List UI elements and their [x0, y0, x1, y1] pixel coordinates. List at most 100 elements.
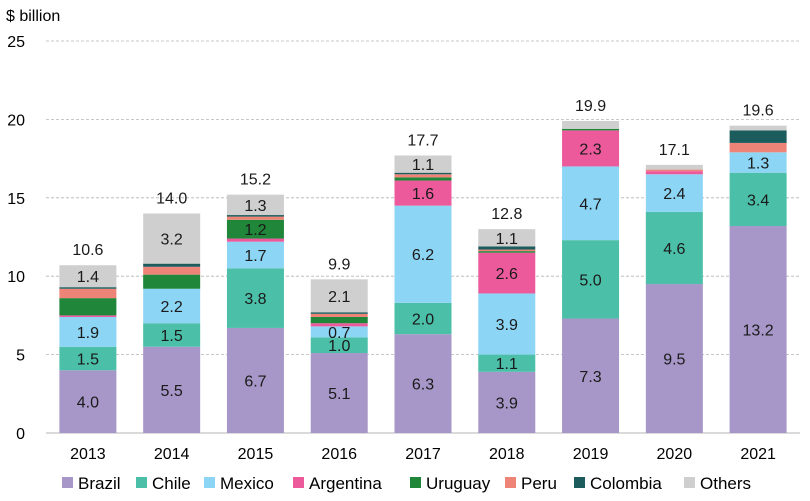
legend-swatch-brazil [62, 477, 73, 488]
bar-brazil-2016 [310, 353, 368, 433]
y-tick-label-10: 10 [7, 269, 25, 286]
bar-uruguay-2016 [310, 316, 368, 324]
data-label-chile-2013: 1.5 [77, 352, 99, 369]
data-label-others-2014: 3.2 [161, 232, 183, 249]
legend-item-chile[interactable]: Chile [136, 474, 191, 493]
bar-colombia-2021 [729, 130, 787, 143]
data-label-chile-2015: 3.8 [244, 291, 266, 308]
bar-others-2021 [729, 125, 787, 131]
bar-brazil-2019 [562, 318, 620, 433]
bar-others-2020 [645, 164, 703, 170]
bar-uruguay-2013 [59, 298, 117, 316]
bar-others-2014 [143, 213, 201, 264]
legend-swatch-mexico [204, 477, 215, 488]
legend-label-colombia: Colombia [590, 474, 662, 493]
bar-others-2015 [226, 194, 284, 216]
bar-mexico-2019 [562, 166, 620, 241]
bar-others-2013 [59, 265, 117, 288]
total-label-2017: 17.7 [407, 132, 438, 149]
y-tick-label-0: 0 [16, 426, 25, 443]
data-label-mexico-2019: 4.7 [579, 196, 601, 213]
bar-argentina-2016 [310, 323, 368, 327]
bar-brazil-2013 [59, 370, 117, 433]
data-label-brazil-2020: 9.5 [663, 352, 685, 369]
legend-label-brazil: Brazil [78, 474, 121, 493]
total-label-2016: 9.9 [328, 256, 350, 273]
legend[interactable]: Brazil Chile Mexico Argentina Uruguay Peru Col… [62, 474, 751, 493]
legend-item-colombia[interactable]: Colombia [574, 474, 662, 493]
legend-item-argentina[interactable]: Argentina [293, 474, 382, 493]
bar-others-2016 [310, 279, 368, 313]
bar-brazil-2014 [143, 346, 201, 433]
bar-mexico-2014 [143, 288, 201, 324]
data-label-chile-2019: 5.0 [579, 272, 601, 289]
bar-uruguay-2015 [226, 219, 284, 239]
total-label-2018: 12.8 [491, 206, 522, 223]
legend-item-others[interactable]: Others [684, 474, 751, 493]
bar-chile-2017 [394, 302, 452, 335]
data-label-others-2015: 1.3 [244, 198, 266, 215]
data-label-chile-2014: 1.5 [161, 328, 183, 345]
x-tick-label-2017: 2017 [405, 446, 441, 463]
y-tick-label-20: 20 [7, 112, 25, 129]
legend-item-uruguay[interactable]: Uruguay [410, 474, 491, 493]
legend-label-chile: Chile [152, 474, 191, 493]
x-tick-label-2019: 2019 [573, 446, 609, 463]
total-label-2014: 14.0 [156, 190, 187, 207]
bar-peru-2013 [59, 288, 117, 299]
x-tick-label-2018: 2018 [489, 446, 525, 463]
bar-mexico-2015 [226, 241, 284, 269]
legend-item-peru[interactable]: Peru [505, 474, 557, 493]
total-label-2021: 19.6 [743, 103, 774, 120]
bar-others-2019 [562, 120, 620, 129]
y-axis-unit-label: $ billion [6, 8, 60, 25]
data-label-others-2013: 1.4 [77, 269, 99, 286]
data-label-argentina-2017: 1.6 [412, 186, 434, 203]
data-label-chile-2018: 1.1 [496, 356, 518, 373]
data-label-mexico-2013: 1.9 [77, 325, 99, 342]
bar-uruguay-2018 [478, 251, 536, 253]
data-label-mexico-2016: 0.7 [328, 325, 350, 342]
bar-brazil-2017 [394, 334, 452, 433]
bar-others-2018 [478, 229, 536, 247]
bar-argentina-2020 [645, 171, 703, 175]
bar-peru-2018 [478, 249, 536, 252]
bar-mexico-2016 [310, 326, 368, 338]
bar-peru-2016 [310, 313, 368, 317]
total-label-2019: 19.9 [575, 98, 606, 115]
data-labels: 4.0 1.5 1.9 1.4 5.5 1.5 2.2 3.2 6.7 3.8 1.7 1.2 1.3 5… [77, 141, 774, 412]
legend-label-others: Others [700, 474, 751, 493]
bar-mexico-2018 [478, 293, 536, 355]
bar-colombia-2016 [310, 312, 368, 314]
legend-label-peru: Peru [521, 474, 557, 493]
bar-peru-2017 [394, 174, 452, 178]
data-label-chile-2020: 4.6 [663, 241, 685, 258]
bar-mexico-2017 [394, 205, 452, 303]
bar-peru-2015 [226, 216, 284, 220]
bar-mexico-2020 [645, 174, 703, 212]
total-label-2015: 15.2 [240, 172, 271, 189]
total-label-2020: 17.1 [659, 142, 690, 159]
data-label-mexico-2021: 1.3 [747, 156, 769, 173]
bar-chile-2016 [310, 337, 368, 354]
legend-item-brazil[interactable]: Brazil [62, 474, 121, 493]
total-labels: 10.6 14.0 15.2 9.9 17.7 12.8 19.9 17.1 19.6 [72, 98, 773, 273]
legend-swatch-peru [505, 477, 516, 488]
x-tick-label-2013: 2013 [70, 446, 106, 463]
data-label-brazil-2021: 13.2 [743, 323, 774, 340]
x-tick-label-2016: 2016 [321, 446, 357, 463]
bar-mexico-2021 [729, 152, 787, 173]
bar-mexico-2013 [59, 316, 117, 347]
data-label-others-2017: 1.1 [412, 157, 434, 174]
data-label-brazil-2014: 5.5 [161, 383, 183, 400]
legend-item-mexico[interactable]: Mexico [204, 474, 274, 493]
bar-uruguay-2017 [394, 177, 452, 181]
bar-chile-2020 [645, 211, 703, 285]
bar-brazil-2018 [478, 371, 536, 433]
data-label-chile-2021: 3.4 [747, 192, 769, 209]
data-label-brazil-2017: 6.3 [412, 377, 434, 394]
data-label-chile-2016: 1.0 [328, 338, 350, 355]
x-axis-ticks: 2013 2014 2015 2016 2017 2018 2019 2020 2021 [70, 446, 776, 463]
legend-swatch-chile [136, 477, 147, 488]
